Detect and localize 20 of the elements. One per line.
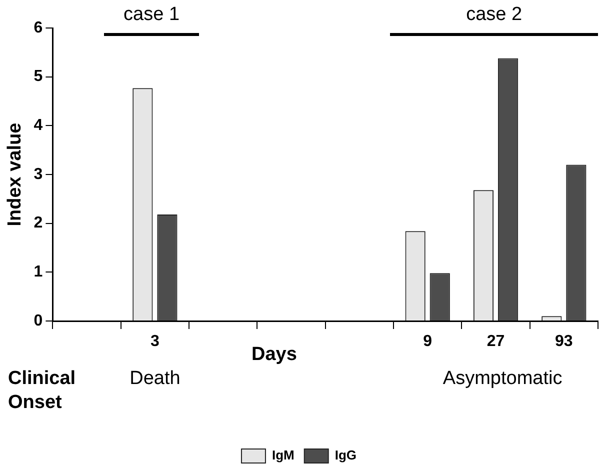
y-tick-label: 6 [34, 19, 43, 36]
y-tick-label: 4 [34, 117, 43, 134]
x-tick-label: 3 [150, 333, 160, 350]
y-tick-label: 1 [34, 264, 43, 281]
y-axis-title: Index value [4, 122, 26, 226]
legend-label: IgG [334, 448, 357, 463]
y-tick-label: 3 [34, 166, 43, 183]
text: case 1 [124, 4, 180, 26]
x-axis-title: Days [252, 344, 297, 366]
y-tick-label: 2 [34, 214, 43, 232]
text: Asymptomatic [442, 368, 562, 390]
y-tick-label: 5 [34, 68, 43, 86]
text: case 2 [466, 4, 522, 26]
y-tick-label: 0 [34, 312, 43, 330]
x-tick-label: 9 [423, 333, 432, 350]
x-tick-label: 93 [555, 333, 573, 350]
text: Death [130, 368, 180, 390]
legend-label: IgM [272, 448, 294, 463]
text: Clinical Onset [8, 368, 76, 414]
x-tick-label: 27 [486, 333, 505, 350]
